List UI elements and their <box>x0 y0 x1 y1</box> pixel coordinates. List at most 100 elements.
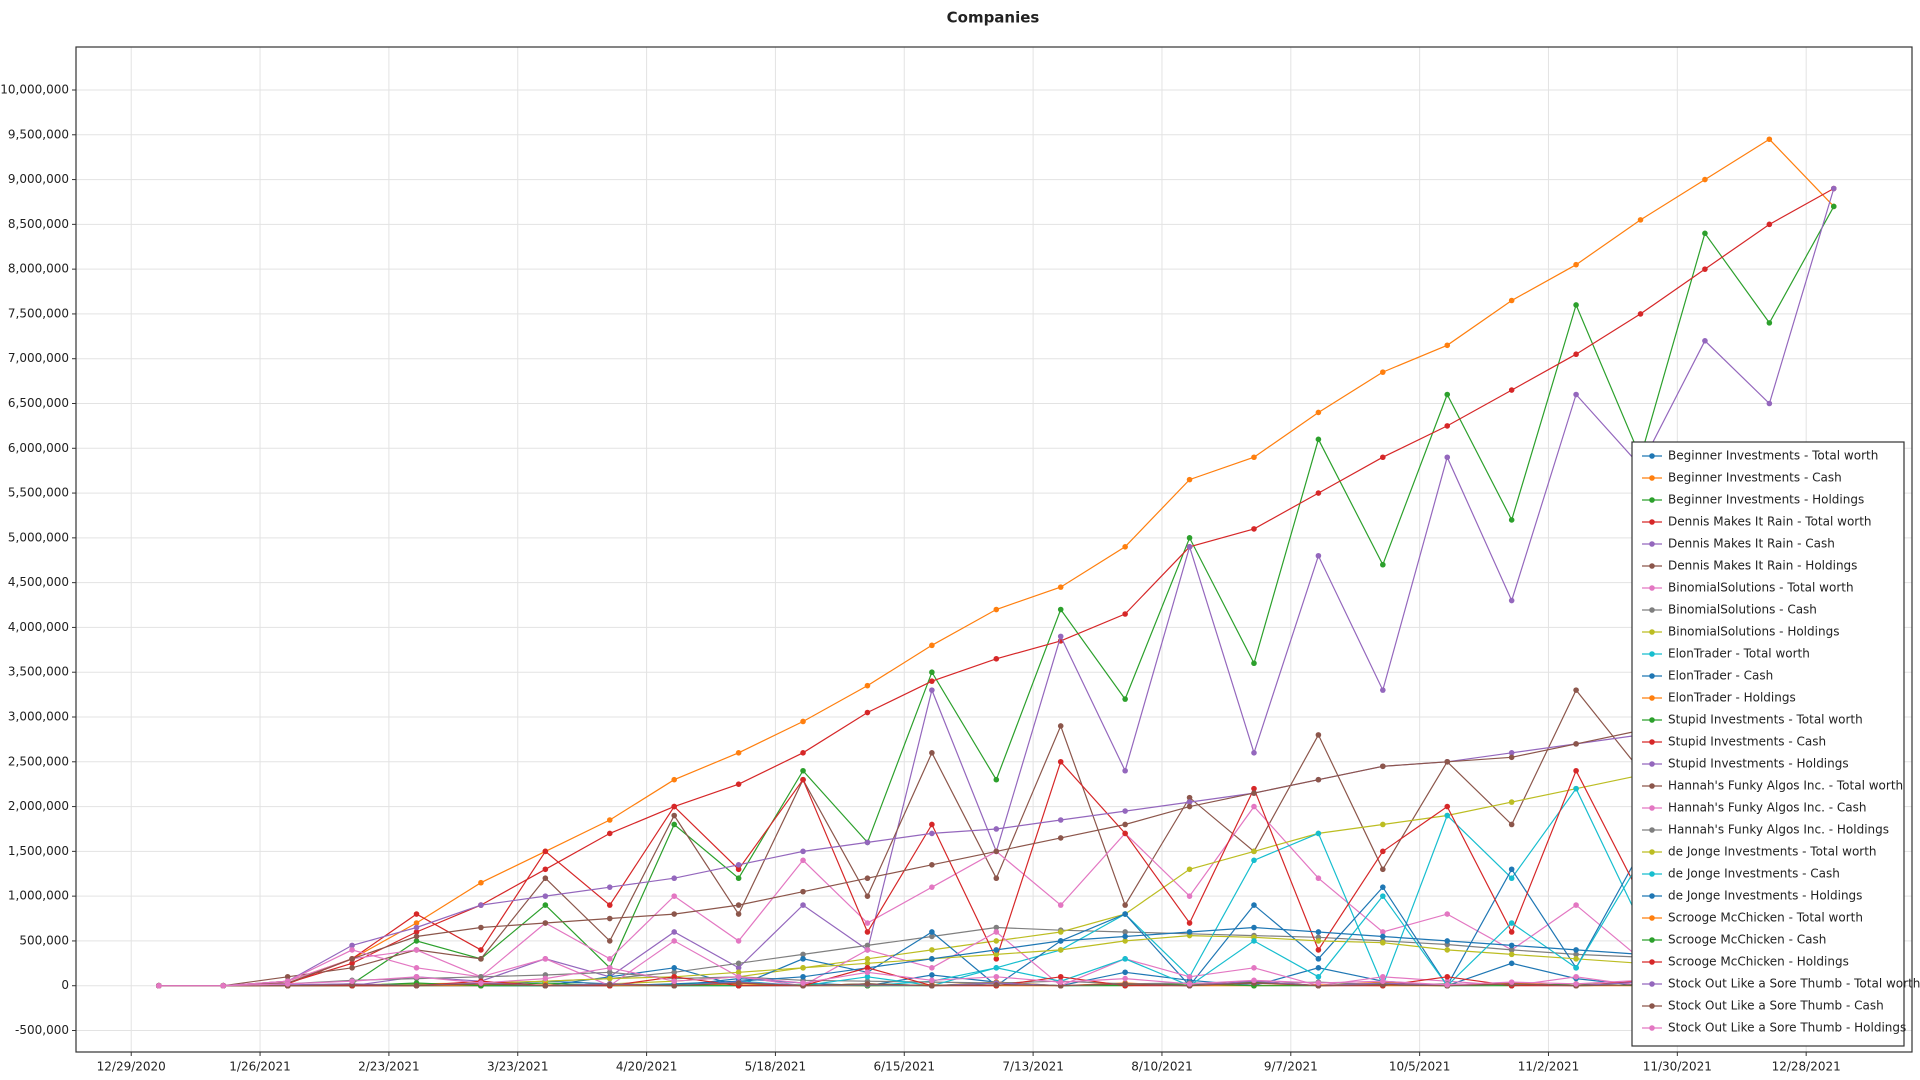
point <box>1637 311 1644 317</box>
point <box>671 969 677 976</box>
point <box>542 920 549 926</box>
y-tick-label: 3,500,000 <box>8 665 69 679</box>
point <box>1057 633 1064 640</box>
legend-label: Dennis Makes It Rain - Cash <box>1668 537 1835 551</box>
x-tick-label: 11/2/2021 <box>1518 1060 1580 1074</box>
point <box>864 956 871 962</box>
point <box>1573 947 1579 953</box>
point <box>1251 924 1257 931</box>
legend-label: Scrooge McChicken - Cash <box>1668 933 1826 947</box>
point <box>993 965 1000 971</box>
point <box>800 848 806 855</box>
legend-swatch-marker <box>1649 849 1655 855</box>
legend-label: Stock Out Like a Sore Thumb - Total wort… <box>1668 977 1920 991</box>
point <box>993 606 1000 613</box>
point <box>1573 741 1579 747</box>
point <box>478 980 484 986</box>
legend-swatch-marker <box>1649 519 1655 525</box>
point <box>1057 929 1064 935</box>
point <box>478 956 484 962</box>
point <box>1122 975 1128 982</box>
point <box>542 875 549 882</box>
point <box>800 718 806 725</box>
point <box>349 965 355 971</box>
point <box>1057 979 1064 985</box>
grid: -500,000 0 500,000 1,000,000 1,500,000 2,000,… <box>0 47 1912 1074</box>
point <box>1508 947 1515 953</box>
point <box>1057 938 1064 944</box>
point <box>1637 217 1644 223</box>
point <box>413 973 420 980</box>
point <box>864 709 871 716</box>
point <box>993 929 1000 935</box>
point <box>993 973 1000 980</box>
point <box>1057 835 1064 841</box>
point <box>1251 526 1257 532</box>
point <box>671 982 677 989</box>
point <box>735 960 742 967</box>
legend-swatch-marker <box>1649 761 1655 767</box>
point <box>413 947 420 953</box>
point <box>606 884 613 890</box>
legend-swatch-marker <box>1649 651 1655 657</box>
point <box>1766 320 1773 326</box>
point <box>1380 821 1386 828</box>
x-tick-label: 1/26/2021 <box>229 1060 291 1074</box>
point <box>413 933 420 940</box>
point <box>1122 938 1128 944</box>
legend-swatch-marker <box>1649 981 1655 987</box>
point <box>1508 750 1515 756</box>
point <box>929 642 935 649</box>
point <box>671 803 677 810</box>
point <box>1380 884 1386 890</box>
point <box>993 982 1000 988</box>
point <box>993 938 1000 944</box>
point <box>413 965 420 971</box>
point <box>1186 799 1193 805</box>
point <box>1573 981 1579 987</box>
point <box>349 978 355 985</box>
point <box>929 669 935 676</box>
point <box>993 776 1000 783</box>
point <box>1508 875 1515 882</box>
point <box>1057 973 1064 980</box>
point <box>735 969 742 976</box>
point <box>993 956 1000 962</box>
y-tick-label: -500,000 <box>15 1023 69 1037</box>
point <box>606 938 613 944</box>
point <box>542 956 549 962</box>
point <box>671 929 677 935</box>
point <box>1057 947 1064 953</box>
point <box>1057 758 1064 765</box>
series-line <box>158 206 1835 987</box>
point <box>1444 938 1451 944</box>
point <box>671 978 677 985</box>
series-lines <box>156 136 1837 989</box>
legend-swatch-marker <box>1649 937 1655 943</box>
point <box>1766 400 1773 407</box>
legend-label: Scrooge McChicken - Total worth <box>1668 911 1863 925</box>
point <box>1186 544 1193 550</box>
x-tick-label: 11/30/2021 <box>1643 1060 1712 1074</box>
point <box>1380 893 1386 899</box>
legend-swatch-marker <box>1649 497 1655 503</box>
point <box>606 969 613 976</box>
y-tick-label: 9,500,000 <box>8 127 69 141</box>
point <box>349 942 355 949</box>
point <box>864 920 871 926</box>
point <box>1186 803 1193 810</box>
legend-label: Stock Out Like a Sore Thumb - Cash <box>1668 999 1884 1013</box>
point <box>1573 302 1579 308</box>
y-tick-label: 8,500,000 <box>8 217 69 231</box>
point <box>606 817 613 823</box>
legend-swatch-marker <box>1649 475 1655 481</box>
point <box>606 830 613 837</box>
y-tick-label: 4,000,000 <box>8 620 69 634</box>
point <box>1508 754 1515 761</box>
point <box>1573 902 1579 908</box>
point <box>864 960 871 967</box>
y-tick-label: 5,000,000 <box>8 530 69 544</box>
legend-label: Beginner Investments - Total worth <box>1668 449 1878 463</box>
y-tick-label: 10,000,000 <box>0 82 69 96</box>
point <box>606 902 613 908</box>
